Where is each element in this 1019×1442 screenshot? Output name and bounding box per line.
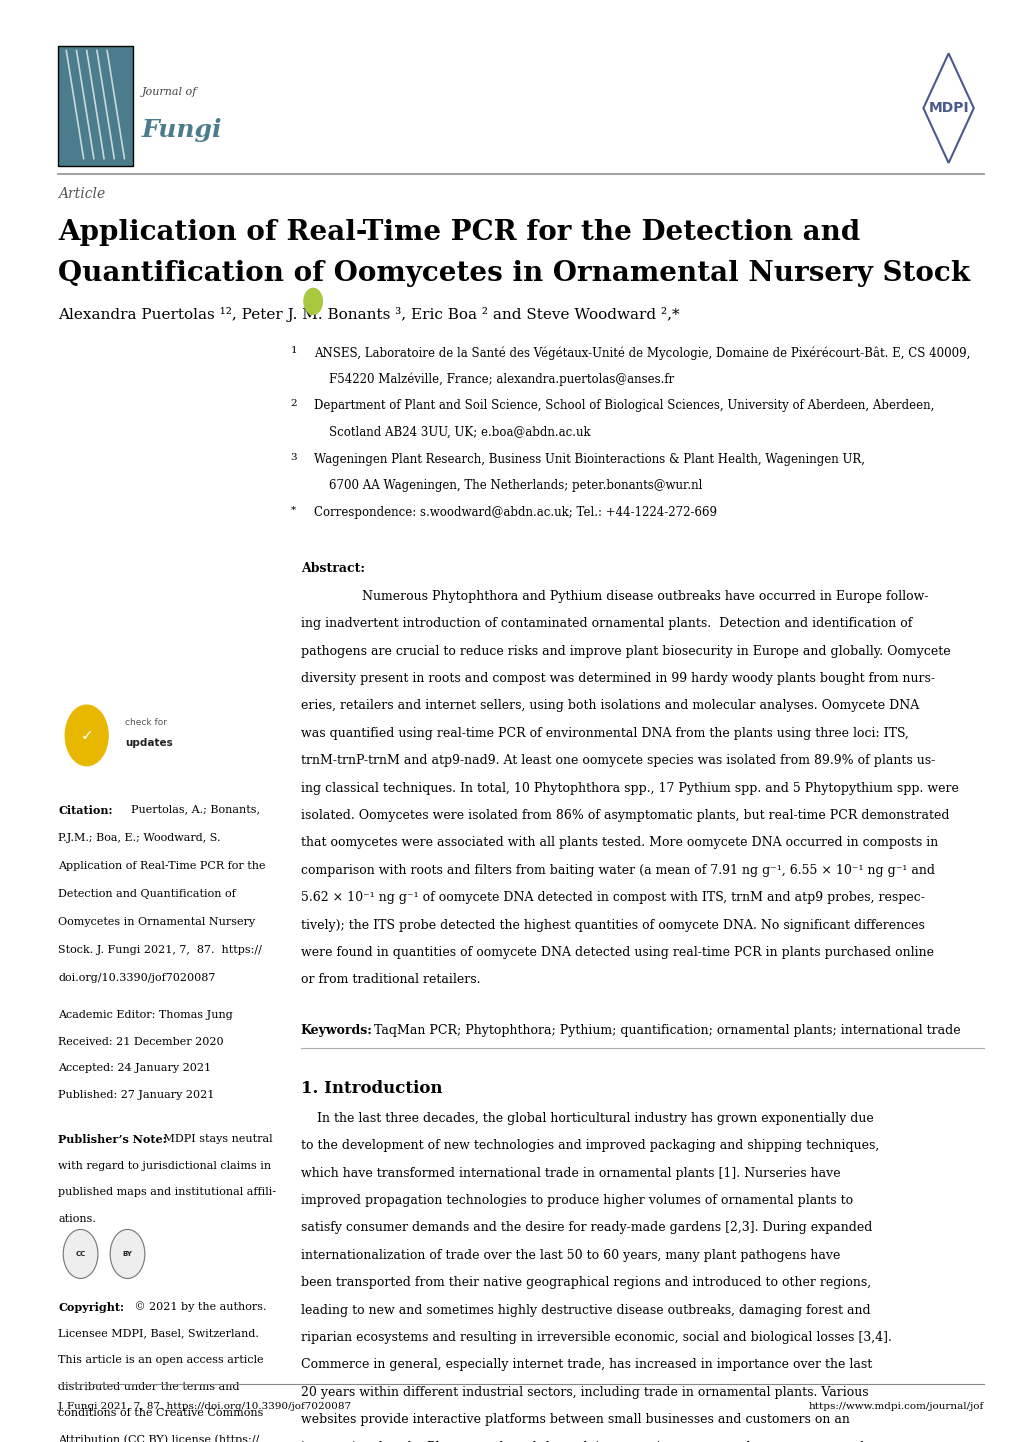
Text: Licensee MDPI, Basel, Switzerland.: Licensee MDPI, Basel, Switzerland. <box>58 1328 259 1338</box>
Text: comparison with roots and filters from baiting water (a mean of 7.91 ng g⁻¹, 6.5: comparison with roots and filters from b… <box>301 864 934 877</box>
Text: Publisher’s Note:: Publisher’s Note: <box>58 1133 166 1145</box>
Text: eries, retailers and internet sellers, using both isolations and molecular analy: eries, retailers and internet sellers, u… <box>301 699 918 712</box>
Text: 1. Introduction: 1. Introduction <box>301 1080 442 1097</box>
Text: Fungi: Fungi <box>142 118 222 143</box>
Text: 6700 AA Wageningen, The Netherlands; peter.bonants@wur.nl: 6700 AA Wageningen, The Netherlands; pet… <box>314 479 702 493</box>
Text: In the last three decades, the global horticultural industry has grown exponenti: In the last three decades, the global ho… <box>301 1112 873 1125</box>
Text: © 2021 by the authors.: © 2021 by the authors. <box>130 1302 266 1312</box>
Text: Keywords:: Keywords: <box>301 1024 372 1037</box>
Text: BY: BY <box>122 1252 132 1257</box>
Circle shape <box>304 288 322 314</box>
Text: trnM-trnP-trnM and atp9-nad9. At least one oomycete species was isolated from 89: trnM-trnP-trnM and atp9-nad9. At least o… <box>301 754 934 767</box>
Text: *: * <box>290 506 296 515</box>
Text: been transported from their native geographical regions and introduced to other : been transported from their native geogr… <box>301 1276 870 1289</box>
Text: with regard to jurisdictional claims in: with regard to jurisdictional claims in <box>58 1161 271 1171</box>
Text: This article is an open access article: This article is an open access article <box>58 1355 264 1366</box>
Text: ing classical techniques. In total, 10 Phytophthora spp., 17 Pythium spp. and 5 : ing classical techniques. In total, 10 P… <box>301 782 958 795</box>
Text: leading to new and sometimes highly destructive disease outbreaks, damaging fore: leading to new and sometimes highly dest… <box>301 1304 869 1317</box>
Text: doi.org/10.3390/jof7020087: doi.org/10.3390/jof7020087 <box>58 973 215 983</box>
Text: Alexandra Puertolas ¹², Peter J. M. Bonants ³, Eric Boa ² and Steve Woodward ²,*: Alexandra Puertolas ¹², Peter J. M. Bona… <box>58 307 679 322</box>
Text: Commerce in general, especially internet trade, has increased in importance over: Commerce in general, especially internet… <box>301 1358 871 1371</box>
Text: 3: 3 <box>290 453 297 461</box>
Text: Article: Article <box>58 187 105 202</box>
Text: distributed under the terms and: distributed under the terms and <box>58 1381 239 1392</box>
Text: pathogens are crucial to reduce risks and improve plant biosecurity in Europe an: pathogens are crucial to reduce risks an… <box>301 645 950 658</box>
Text: iD: iD <box>309 298 317 304</box>
Text: Journal of: Journal of <box>142 87 197 97</box>
Text: Published: 27 January 2021: Published: 27 January 2021 <box>58 1090 214 1100</box>
Text: which have transformed international trade in ornamental plants [1]. Nurseries h: which have transformed international tra… <box>301 1167 840 1180</box>
Text: Abstract:: Abstract: <box>301 562 365 575</box>
Text: 20 years within different industrial sectors, including trade in ornamental plan: 20 years within different industrial sec… <box>301 1386 867 1399</box>
Text: MDPI stays neutral: MDPI stays neutral <box>160 1133 272 1144</box>
Text: or from traditional retailers.: or from traditional retailers. <box>301 973 480 986</box>
Text: to the development of new technologies and improved packaging and shipping techn: to the development of new technologies a… <box>301 1139 878 1152</box>
Text: Citation:: Citation: <box>58 805 112 816</box>
Text: Wageningen Plant Research, Business Unit Biointeractions & Plant Health, Wagenin: Wageningen Plant Research, Business Unit… <box>314 453 864 466</box>
Text: Application of Real-Time PCR for the Detection and: Application of Real-Time PCR for the Det… <box>58 219 860 247</box>
Text: Scotland AB24 3UU, UK; e.boa@abdn.ac.uk: Scotland AB24 3UU, UK; e.boa@abdn.ac.uk <box>314 427 590 440</box>
Text: improved propagation technologies to produce higher volumes of ornamental plants: improved propagation technologies to pro… <box>301 1194 852 1207</box>
Text: websites provide interactive platforms between small businesses and customers on: websites provide interactive platforms b… <box>301 1413 849 1426</box>
Circle shape <box>110 1230 145 1279</box>
Text: isolated. Oomycetes were isolated from 86% of asymptomatic plants, but real-time: isolated. Oomycetes were isolated from 8… <box>301 809 949 822</box>
Text: CC: CC <box>75 1252 86 1257</box>
Text: riparian ecosystems and resulting in irreversible economic, social and biologica: riparian ecosystems and resulting in irr… <box>301 1331 891 1344</box>
Text: MDPI: MDPI <box>927 101 968 115</box>
Text: international scale. Plants purchased through internet sites are posted to custo: international scale. Plants purchased th… <box>301 1441 863 1442</box>
Text: Department of Plant and Soil Science, School of Biological Sciences, University : Department of Plant and Soil Science, Sc… <box>314 399 933 412</box>
Circle shape <box>65 705 108 766</box>
Text: TaqMan PCR; Phytophthora; Pythium; quantification; ornamental plants; internatio: TaqMan PCR; Phytophthora; Pythium; quant… <box>374 1024 960 1037</box>
Text: conditions of the Creative Commons: conditions of the Creative Commons <box>58 1409 263 1419</box>
FancyBboxPatch shape <box>58 46 132 166</box>
Text: internationalization of trade over the last 50 to 60 years, many plant pathogens: internationalization of trade over the l… <box>301 1249 840 1262</box>
Text: were found in quantities of oomycete DNA detected using real-time PCR in plants : were found in quantities of oomycete DNA… <box>301 946 933 959</box>
Text: updates: updates <box>125 738 173 748</box>
Text: satisfy consumer demands and the desire for ready-made gardens [2,3]. During exp: satisfy consumer demands and the desire … <box>301 1221 871 1234</box>
Text: J. Fungi 2021, 7, 87. https://doi.org/10.3390/jof7020087: J. Fungi 2021, 7, 87. https://doi.org/10… <box>58 1402 352 1410</box>
Text: 5.62 × 10⁻¹ ng g⁻¹ of oomycete DNA detected in compost with ITS, trnM and atp9 p: 5.62 × 10⁻¹ ng g⁻¹ of oomycete DNA detec… <box>301 891 924 904</box>
Text: Application of Real-Time PCR for the: Application of Real-Time PCR for the <box>58 861 265 871</box>
Circle shape <box>63 1230 98 1279</box>
Text: that oomycetes were associated with all plants tested. More oomycete DNA occurre: that oomycetes were associated with all … <box>301 836 937 849</box>
Text: Puertolas, A.; Bonants,: Puertolas, A.; Bonants, <box>124 805 260 815</box>
Text: https://www.mdpi.com/journal/jof: https://www.mdpi.com/journal/jof <box>808 1402 983 1410</box>
Text: 2: 2 <box>290 399 297 408</box>
Text: Detection and Quantification of: Detection and Quantification of <box>58 888 235 898</box>
Text: ANSES, Laboratoire de la Santé des Végétaux-Unité de Mycologie, Domaine de Pixér: ANSES, Laboratoire de la Santé des Végét… <box>314 346 970 359</box>
Text: Stock. J. Fungi 2021, 7,  87.  https://: Stock. J. Fungi 2021, 7, 87. https:// <box>58 946 262 955</box>
Text: Academic Editor: Thomas Jung: Academic Editor: Thomas Jung <box>58 1009 232 1019</box>
Text: ✓: ✓ <box>81 728 93 743</box>
Text: was quantified using real-time PCR of environmental DNA from the plants using th: was quantified using real-time PCR of en… <box>301 727 908 740</box>
Text: published maps and institutional affili-: published maps and institutional affili- <box>58 1187 276 1197</box>
Text: diversity present in roots and compost was determined in 99 hardy woody plants b: diversity present in roots and compost w… <box>301 672 934 685</box>
Text: P.J.M.; Boa, E.; Woodward, S.: P.J.M.; Boa, E.; Woodward, S. <box>58 833 220 842</box>
Text: F54220 Malzéville, France; alexandra.puertolas@anses.fr: F54220 Malzéville, France; alexandra.pue… <box>314 372 674 386</box>
Text: Oomycetes in Ornamental Nursery: Oomycetes in Ornamental Nursery <box>58 917 255 927</box>
Text: tively); the ITS probe detected the highest quantities of oomycete DNA. No signi: tively); the ITS probe detected the high… <box>301 919 924 932</box>
Text: 1: 1 <box>290 346 297 355</box>
Text: Correspondence: s.woodward@abdn.ac.uk; Tel.: +44-1224-272-669: Correspondence: s.woodward@abdn.ac.uk; T… <box>314 506 716 519</box>
Text: Attribution (CC BY) license (https://: Attribution (CC BY) license (https:// <box>58 1435 259 1442</box>
Text: ing inadvertent introduction of contaminated ornamental plants.  Detection and i: ing inadvertent introduction of contamin… <box>301 617 911 630</box>
Text: Numerous Phytophthora and Pythium disease outbreaks have occurred in Europe foll: Numerous Phytophthora and Pythium diseas… <box>362 590 927 603</box>
Text: ations.: ations. <box>58 1214 96 1224</box>
Text: Accepted: 24 January 2021: Accepted: 24 January 2021 <box>58 1063 211 1073</box>
Text: Quantification of Oomycetes in Ornamental Nursery Stock: Quantification of Oomycetes in Ornamenta… <box>58 260 969 287</box>
Text: check for: check for <box>125 718 167 727</box>
Text: Copyright:: Copyright: <box>58 1302 124 1312</box>
Text: Received: 21 December 2020: Received: 21 December 2020 <box>58 1037 223 1047</box>
